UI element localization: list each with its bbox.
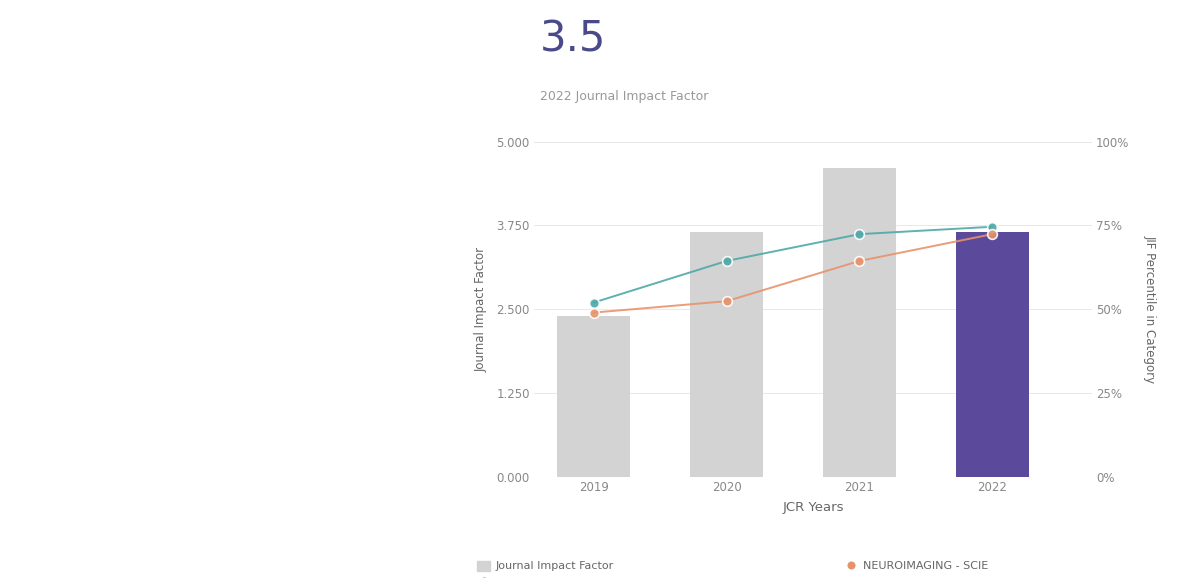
Bar bbox=[557, 316, 630, 477]
Text: 2022 Journal Impact Factor: 2022 Journal Impact Factor bbox=[540, 90, 708, 102]
Legend: Journal Impact Factor, RADIOLOGY, NUCLEAR MEDICINE & MEDICAL IMAGING - SCIE, NEU: Journal Impact Factor, RADIOLOGY, NUCLEA… bbox=[473, 556, 994, 578]
Text: 3.5: 3.5 bbox=[540, 18, 606, 61]
Bar bbox=[956, 232, 1028, 477]
Bar bbox=[823, 168, 896, 477]
Y-axis label: JIF Percentile in Category: JIF Percentile in Category bbox=[1144, 235, 1157, 383]
X-axis label: JCR Years: JCR Years bbox=[782, 501, 844, 514]
Y-axis label: Journal Impact Factor: Journal Impact Factor bbox=[475, 247, 488, 372]
Bar bbox=[690, 232, 763, 477]
